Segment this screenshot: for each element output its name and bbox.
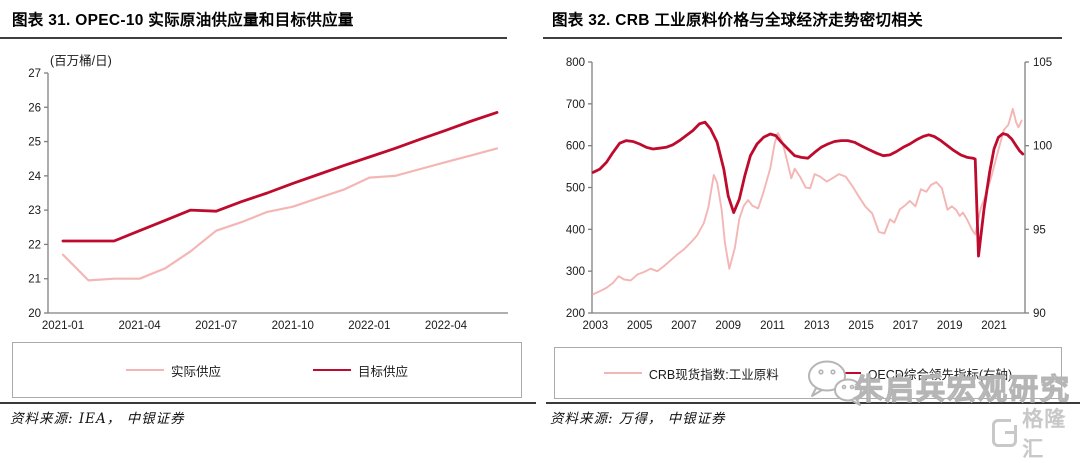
series-line-0 <box>592 107 1023 296</box>
tick-label: 2005 <box>627 320 653 332</box>
tick-label: 24 <box>28 171 41 183</box>
tick-label: 21 <box>28 274 41 286</box>
watermark-text: 朱启兵宏观研究 <box>853 373 1072 406</box>
legend-swatch-target-supply <box>313 368 351 372</box>
series-line-1 <box>61 111 499 243</box>
title-underline <box>543 37 1062 39</box>
figure-title-opec: 图表 31. OPEC-10 实际原油供应量和目标供应量 <box>12 12 354 29</box>
tick-label: 2019 <box>937 320 963 332</box>
title-underline <box>0 37 507 39</box>
source-note-opec: 资料来源: IEA， 中银证券 <box>10 411 185 427</box>
legend-label-oecd-indicator: OECD综合领先指标(右轴) <box>867 367 1013 382</box>
tick-label: 2021-04 <box>118 320 161 332</box>
source-note-crb: 资料来源: 万得， 中银证券 <box>550 411 726 427</box>
tick-label: 2021-07 <box>195 320 237 332</box>
tick-label: 95 <box>1033 224 1046 236</box>
tick-label: 800 <box>566 57 585 69</box>
legend-swatch-actual-supply <box>125 368 164 372</box>
figure-opec: 图表 31. OPEC-10 实际原油供应量和目标供应量 (百万桶/日) 20 2… <box>0 0 540 436</box>
tick-label: 200 <box>566 308 585 320</box>
tick-label: 2021 <box>981 320 1007 332</box>
legend-label-target-supply: 目标供应 <box>358 364 409 379</box>
series-line-1 <box>591 120 1025 258</box>
tick-label: 2003 <box>583 320 609 332</box>
tick-label: 26 <box>28 102 41 114</box>
tick-label: 2021-10 <box>272 320 314 332</box>
tick-label: 2021-01 <box>42 320 84 332</box>
tick-label: 100 <box>1033 141 1052 153</box>
tick-label: 2007 <box>671 320 697 332</box>
tick-label: 20 <box>28 308 41 320</box>
tick-label: 600 <box>566 141 585 153</box>
figure-title-crb: 图表 32. CRB 工业原料价格与全球经济走势密切相关 <box>552 12 923 29</box>
tick-label: 2015 <box>848 320 874 332</box>
tick-label: 90 <box>1033 308 1046 320</box>
figure-crb: 图表 32. CRB 工业原料价格与全球经济走势密切相关 200 300 400 50… <box>540 0 1080 461</box>
section-divider <box>546 402 1080 404</box>
gelonghui-logo-text: 格隆汇 <box>1022 408 1067 461</box>
tick-label: 400 <box>566 224 585 236</box>
legend-label-crb-index: CRB现货指数:工业原料 <box>648 367 779 382</box>
gelonghui-logo: 格隆汇 <box>992 403 1080 463</box>
legend-box: CRB现货指数:工业原料 OECD综合领先指标(右轴) <box>554 347 1062 399</box>
wechat-icon <box>808 360 862 406</box>
gelonghui-icon <box>992 419 1019 447</box>
y-axis-unit-label: (百万桶/日) <box>50 54 112 68</box>
legend-item-target-supply: 目标供应 <box>313 361 408 380</box>
crb-oecd-chart: 200 300 400 500 600 700 800 90 95 100 105 2003 2005 2… <box>566 57 1052 332</box>
tick-label: 22 <box>28 239 41 251</box>
tick-label: 2011 <box>760 320 785 332</box>
legend-box: 实际供应 目标供应 <box>12 342 522 398</box>
tick-label: 27 <box>28 68 41 80</box>
tick-label: 2013 <box>804 320 830 332</box>
legend-label-actual-supply: 实际供应 <box>170 364 221 379</box>
tick-label: 23 <box>28 205 41 217</box>
tick-label: 2017 <box>893 320 919 332</box>
tick-label: 500 <box>566 183 585 195</box>
series-line-0 <box>61 147 499 282</box>
section-divider <box>0 402 536 404</box>
tick-label: 25 <box>28 137 41 149</box>
tick-label: 2022-01 <box>348 320 390 332</box>
tick-label: 105 <box>1033 57 1052 69</box>
legend-item-crb-index: CRB现货指数:工业原料 <box>603 364 779 383</box>
tick-label: 700 <box>566 99 585 111</box>
legend-item-actual-supply: 实际供应 <box>125 361 221 380</box>
tick-label: 2009 <box>715 320 741 332</box>
legend-swatch-crb-index <box>603 372 642 374</box>
tick-label: 2022-04 <box>425 320 468 332</box>
opec-supply-chart: 20 21 22 23 24 25 26 27 2021-01 2021-04 2021-07 202… <box>28 68 508 332</box>
tick-label: 300 <box>566 266 585 278</box>
